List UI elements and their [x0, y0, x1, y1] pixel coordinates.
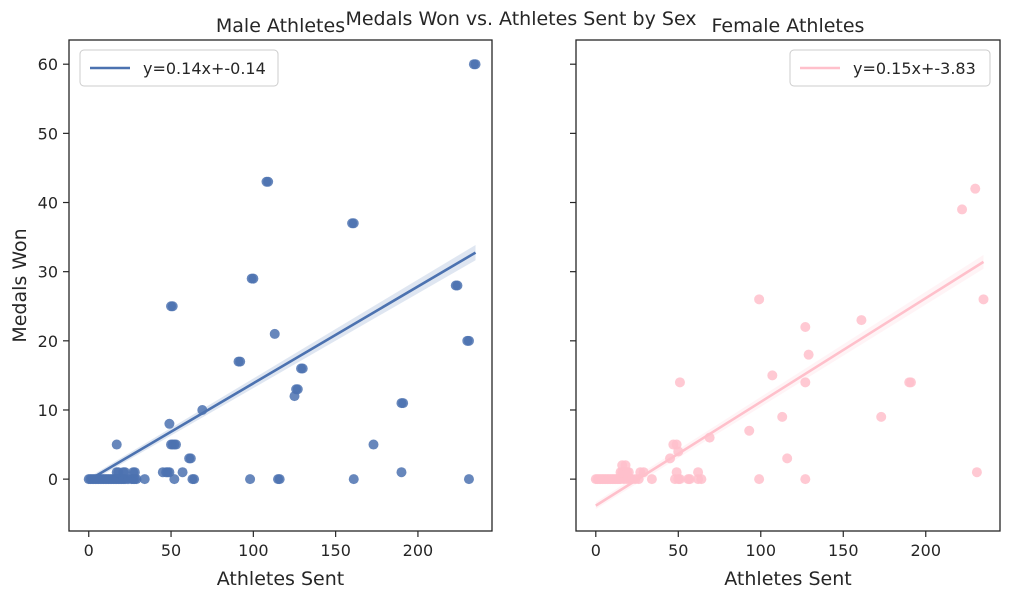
regression-confidence-band	[595, 254, 984, 510]
scatter-point	[452, 280, 463, 291]
scatter-point	[693, 467, 704, 478]
panels: Male Athletes 0 50 100 150 200 0 10 20 30 40 50 60 At…	[9, 15, 1001, 590]
y-axis-label: Medals Won	[9, 228, 31, 342]
scatter-point	[777, 411, 788, 422]
scatter-point	[139, 474, 150, 485]
x-tick-label: 150	[828, 541, 859, 560]
scatter-point	[263, 176, 274, 187]
panel-title: Male Athletes	[216, 15, 345, 37]
y-tick-label: 40	[38, 194, 58, 213]
scatter-point	[269, 328, 280, 339]
panel-title: Female Athletes	[712, 15, 865, 37]
scatter-point	[971, 467, 982, 478]
scatter-point	[470, 59, 481, 70]
scatter-point	[800, 474, 811, 485]
scatter-point	[803, 349, 814, 360]
x-tick-label: 100	[746, 541, 777, 560]
scatter-point	[905, 377, 916, 388]
scatter-point	[185, 453, 196, 464]
axes-frame	[68, 39, 493, 532]
x-tick-label: 100	[238, 541, 269, 560]
scatter-point	[248, 273, 259, 284]
scatter-point	[348, 218, 359, 229]
y-tick-label: 60	[38, 55, 58, 74]
scatter-point	[800, 377, 811, 388]
panel-female: Female Athletes 0 50 100 150 200 Athletes Sent…	[570, 15, 1001, 590]
legend-label: y=0.15x+-3.83	[853, 59, 976, 78]
scatter-point	[292, 384, 303, 395]
scatter-point	[754, 294, 765, 305]
axes-frame	[575, 39, 1001, 532]
figure-suptitle: Medals Won vs. Athletes Sent by Sex	[345, 8, 696, 30]
scatter-point	[129, 467, 140, 478]
scatter-point	[297, 363, 308, 374]
scatter-point	[463, 474, 474, 485]
scatter-point	[876, 411, 887, 422]
x-tick-label: 200	[910, 541, 941, 560]
x-tick-label: 0	[84, 541, 94, 560]
y-tick-label: 10	[38, 401, 58, 420]
scatter-point	[274, 474, 285, 485]
scatter-point	[170, 439, 181, 450]
scatter-point	[754, 474, 765, 485]
scatter-point	[245, 474, 256, 485]
scatter-point	[111, 439, 122, 450]
legend-label: y=0.14x+-0.14	[143, 59, 266, 78]
scatter-point	[622, 467, 633, 478]
scatter-point	[398, 398, 409, 409]
panel-male: Male Athletes 0 50 100 150 200 0 10 20 30 40 50 60 At…	[9, 15, 493, 590]
scatter-point	[782, 453, 793, 464]
scatter-point	[164, 418, 175, 429]
scatter-point	[800, 321, 811, 332]
scatter-point	[856, 315, 867, 326]
scatter-point	[957, 204, 968, 215]
x-tick-label: 50	[668, 541, 688, 560]
legend: y=0.15x+-3.83	[789, 49, 991, 87]
scatter-point	[463, 335, 474, 346]
scatter-point	[646, 474, 657, 485]
scatter-point	[164, 467, 175, 478]
scatter-point	[167, 301, 178, 312]
x-axis-label: Athletes Sent	[724, 568, 851, 590]
scatter-point	[235, 356, 246, 367]
x-tick-label: 0	[591, 541, 601, 560]
x-tick-label: 50	[161, 541, 181, 560]
x-axis-label: Athletes Sent	[217, 568, 344, 590]
scatter-point	[368, 439, 379, 450]
y-tick-label: 0	[48, 470, 58, 489]
scatter-point	[396, 467, 407, 478]
scatter-point	[744, 425, 755, 436]
regression-line	[88, 251, 477, 482]
regression-line	[595, 260, 985, 507]
scatter-point	[348, 474, 359, 485]
scatter-point	[767, 370, 778, 381]
scatter-point	[978, 294, 989, 305]
x-tick-label: 200	[403, 541, 434, 560]
scatter-point	[674, 377, 685, 388]
legend-box	[79, 49, 279, 87]
y-tick-label: 50	[38, 124, 58, 143]
scatter-point	[189, 474, 200, 485]
scatter-point	[177, 467, 188, 478]
scatter-point	[970, 183, 981, 194]
legend-box	[789, 49, 991, 87]
legend: y=0.14x+-0.14	[79, 49, 279, 87]
scatter-point	[684, 474, 695, 485]
y-tick-label: 30	[38, 263, 58, 282]
scatter-point	[119, 467, 130, 478]
x-tick-label: 150	[320, 541, 351, 560]
scatter-point	[671, 467, 682, 478]
scatter-point	[169, 474, 180, 485]
y-tick-label: 20	[38, 332, 58, 351]
